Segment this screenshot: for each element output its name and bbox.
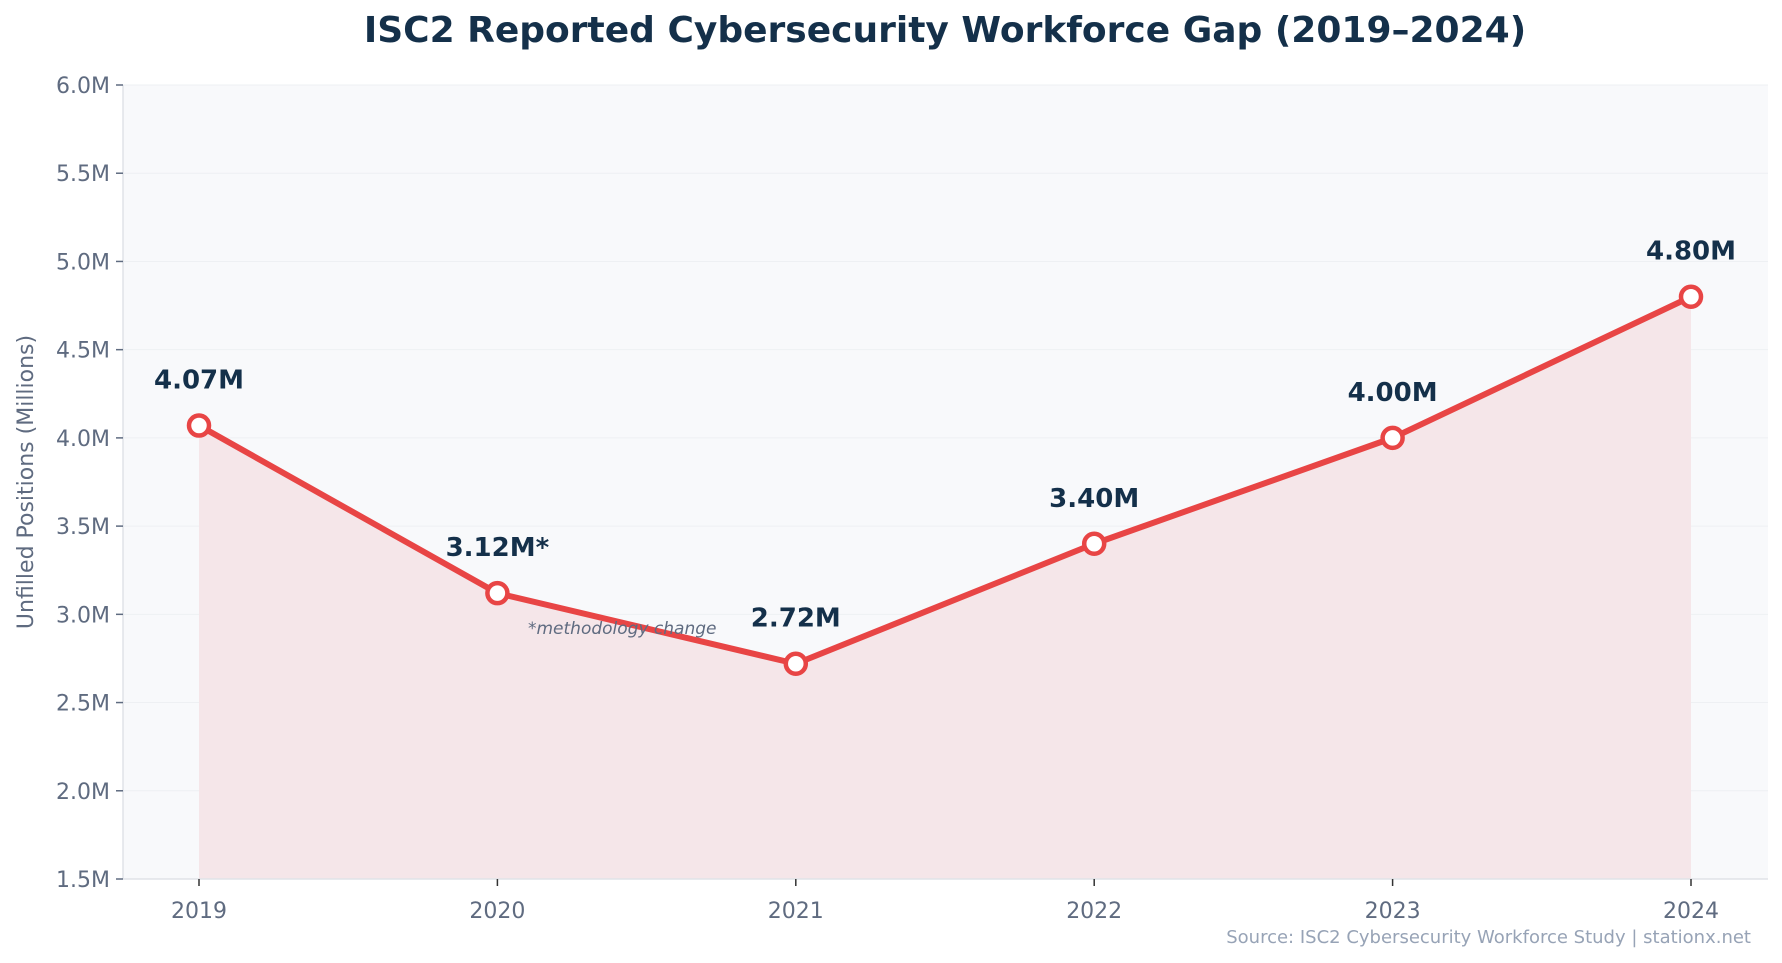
- area-fill: [199, 296, 1691, 879]
- data-label: 4.07M: [154, 366, 244, 396]
- y-tick-label: 4.5M: [56, 339, 110, 364]
- x-tick-label: 2019: [171, 899, 227, 924]
- y-tick-label: 2.5M: [56, 692, 110, 717]
- data-label: 3.12M*: [446, 533, 550, 563]
- x-tick-label: 2023: [1365, 899, 1421, 924]
- y-tick-label: 3.5M: [56, 515, 110, 540]
- y-tick-label: 5.5M: [56, 162, 110, 187]
- data-point: [1380, 425, 1405, 451]
- data-point: [1678, 284, 1704, 309]
- y-tick-label: 4.0M: [56, 427, 110, 452]
- source-note: Source: ISC2 Cybersecurity Workforce Stu…: [1226, 927, 1751, 948]
- series-line: [197, 294, 1693, 667]
- data-label: 2.72M: [751, 604, 841, 634]
- data-point: [783, 651, 809, 676]
- x-tick-label: 2022: [1066, 899, 1122, 924]
- data-point: [1081, 531, 1107, 557]
- data-label: 4.80M: [1646, 237, 1736, 267]
- x-tick-label: 2021: [768, 899, 824, 924]
- chart-title: ISC2 Reported Cybersecurity Workforce Ga…: [364, 10, 1526, 51]
- y-tick-label: 3.0M: [56, 603, 110, 628]
- y-tick-label: 6.0M: [56, 74, 110, 99]
- y-tick-label: 2.0M: [56, 780, 110, 805]
- x-tick-label: 2020: [469, 899, 525, 924]
- x-tick-label: 2024: [1663, 899, 1719, 924]
- data-label: 3.40M: [1049, 484, 1139, 514]
- data-point: [186, 413, 212, 438]
- y-axis-label: Unfilled Positions (Millions): [14, 335, 39, 629]
- y-tick-label: 5.0M: [56, 250, 110, 275]
- annotation-methodology: *methodology change: [528, 619, 717, 639]
- y-tick-label: 1.5M: [56, 868, 110, 893]
- data-point: [485, 580, 510, 606]
- data-label: 4.00M: [1348, 378, 1438, 408]
